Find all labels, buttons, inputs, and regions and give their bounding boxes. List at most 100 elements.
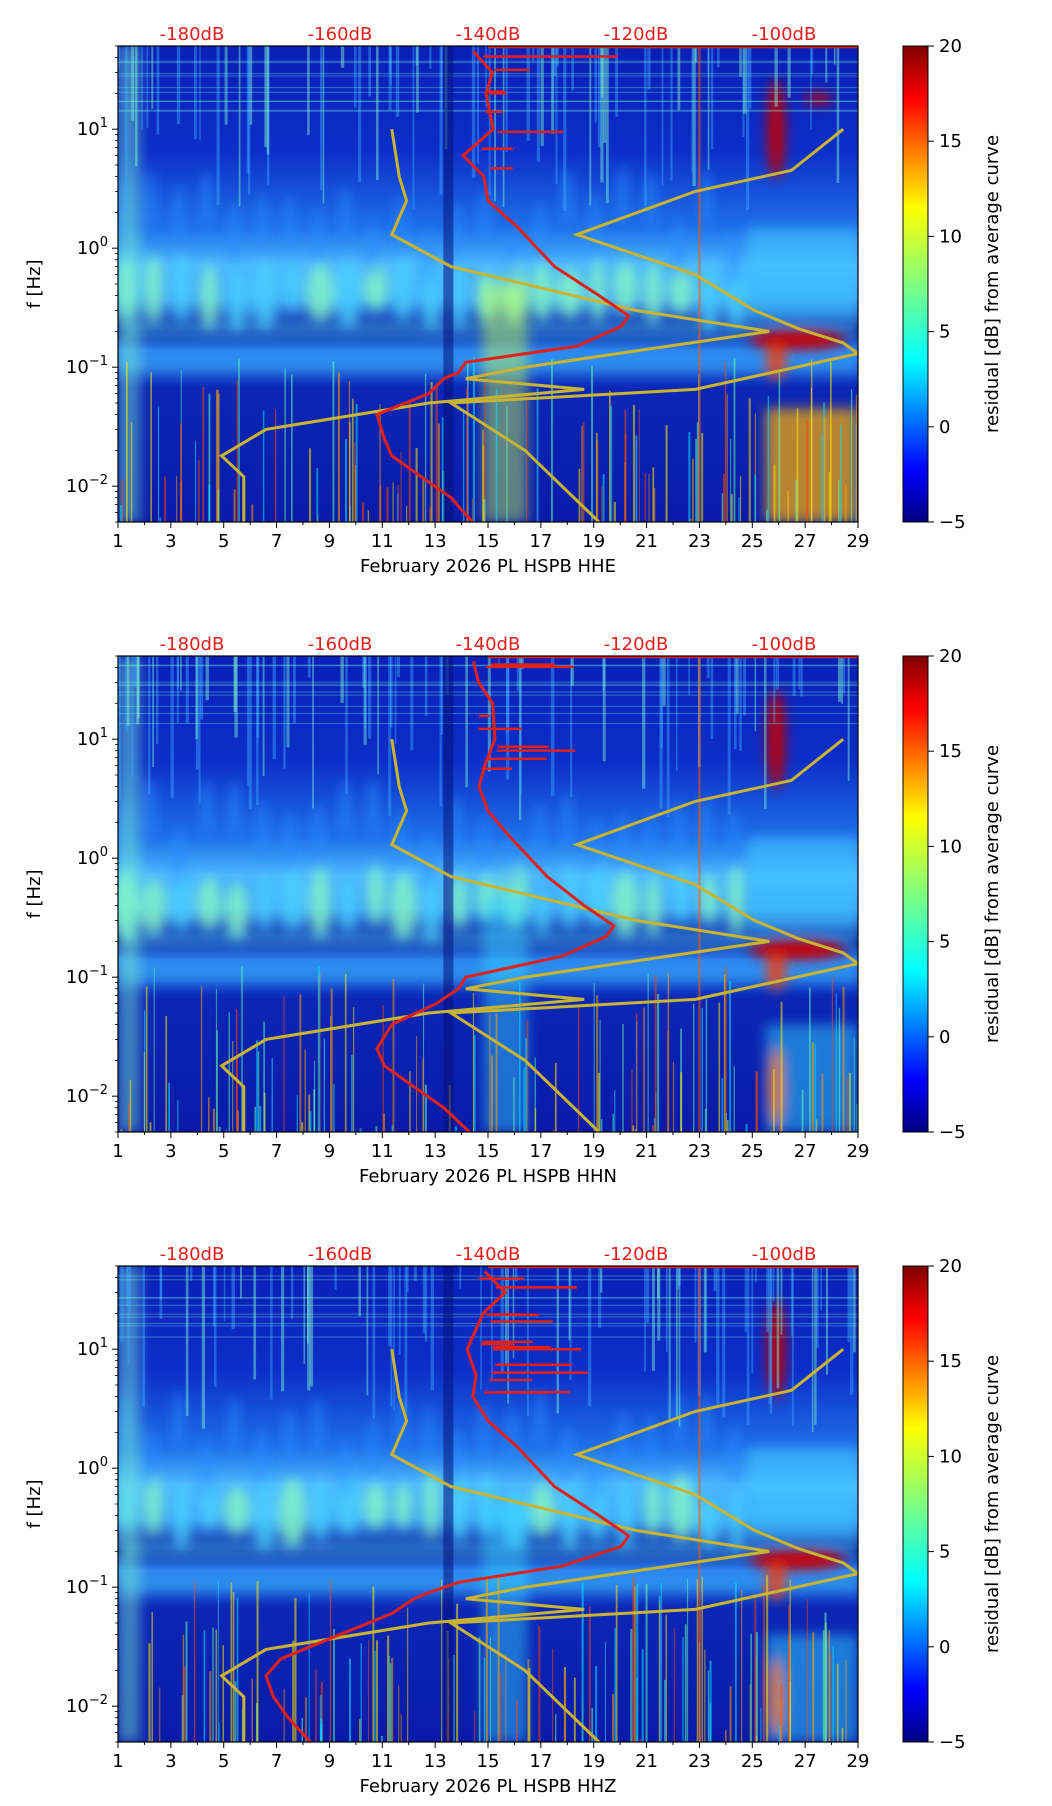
colorbar-tick-label: 20: [939, 1256, 962, 1277]
top-db-label: -120dB: [604, 24, 669, 45]
colorbar-tick-label: 20: [939, 646, 962, 667]
top-db-label: -100dB: [752, 24, 817, 45]
x-tick-label: 1: [112, 1141, 123, 1162]
colorbar-label: residual [dB] from average curve: [982, 1355, 1003, 1653]
x-tick-label: 13: [424, 531, 447, 552]
x-tick-label: 19: [582, 1141, 605, 1162]
y-tick-label: 101: [77, 116, 108, 140]
y-tick-label: 10−2: [66, 473, 108, 497]
spectrogram-area: [118, 46, 858, 522]
colorbar-tick-label: −5: [939, 512, 966, 533]
x-tick-label: 25: [741, 1141, 764, 1162]
colorbar-tick-label: 10: [939, 226, 962, 247]
x-tick-label: 17: [529, 1751, 552, 1772]
x-tick-label: 9: [324, 531, 335, 552]
colorbar-tick-label: −5: [939, 1732, 966, 1753]
x-tick-label: 15: [477, 1141, 500, 1162]
x-tick-label: 29: [847, 1141, 870, 1162]
top-db-label: -160dB: [308, 634, 373, 655]
y-tick-label: 10−1: [66, 964, 108, 988]
colorbar-label: residual [dB] from average curve: [982, 135, 1003, 433]
spectrogram-area: [118, 1266, 858, 1742]
psd-curve: [375, 50, 631, 522]
colorbar-tick-label: 5: [939, 932, 950, 953]
x-tick-label: 13: [424, 1141, 447, 1162]
x-tick-label: 27: [794, 1751, 817, 1772]
top-db-label: -180dB: [160, 634, 225, 655]
colorbar-label: residual [dB] from average curve: [982, 745, 1003, 1043]
colorbar-tick-label: 5: [939, 322, 950, 343]
nlnm-curve: [219, 128, 770, 522]
top-db-label: -140dB: [456, 634, 521, 655]
x-axis-label: February 2026 PL HSPB HHE: [360, 556, 616, 577]
top-db-label: -100dB: [752, 1244, 817, 1265]
x-tick-label: 1: [112, 531, 123, 552]
x-tick-label: 5: [218, 1141, 229, 1162]
top-db-label: -180dB: [160, 1244, 225, 1265]
transient-streaks: [118, 46, 858, 522]
x-tick-label: 1: [112, 1751, 123, 1772]
storm-region: [482, 79, 858, 522]
x-tick-label: 13: [424, 1751, 447, 1772]
x-axis-label: February 2026 PL HSPB HHN: [359, 1166, 617, 1187]
colorbar-tick-label: 10: [939, 1446, 962, 1467]
x-tick-label: 23: [688, 1751, 711, 1772]
colorbar-tick-label: 0: [939, 1027, 950, 1048]
x-tick-label: 17: [529, 531, 552, 552]
x-tick-label: 7: [271, 531, 282, 552]
x-tick-label: 7: [271, 1751, 282, 1772]
transient-streaks: [118, 1266, 858, 1742]
x-tick-label: 3: [165, 1751, 176, 1772]
x-tick-label: 23: [688, 1141, 711, 1162]
y-axis-label: f [Hz]: [24, 259, 45, 308]
x-tick-label: 3: [165, 531, 176, 552]
x-tick-label: 23: [688, 531, 711, 552]
top-db-label: -160dB: [308, 24, 373, 45]
x-tick-label: 21: [635, 1141, 658, 1162]
y-tick-label: 100: [77, 1455, 108, 1479]
nhnm-curve: [446, 738, 858, 1132]
nhnm-curve: [446, 1348, 858, 1742]
y-tick-label: 10−2: [66, 1083, 108, 1107]
y-tick-label: 101: [77, 726, 108, 750]
x-axis-label: February 2026 PL HSPB HHZ: [360, 1776, 617, 1797]
top-db-label: -140dB: [456, 24, 521, 45]
x-tick-label: 29: [847, 1751, 870, 1772]
spectrogram-area: [118, 656, 858, 1132]
colorbar: [902, 1265, 929, 1743]
y-axis-label: f [Hz]: [24, 869, 45, 918]
x-tick-label: 25: [741, 531, 764, 552]
x-tick-label: 7: [271, 1141, 282, 1162]
top-db-label: -120dB: [604, 634, 669, 655]
colorbar-tick-label: 0: [939, 1637, 950, 1658]
colorbar-tick-label: −5: [939, 1122, 966, 1143]
top-db-label: -120dB: [604, 1244, 669, 1265]
x-tick-label: 27: [794, 531, 817, 552]
psd-curve: [375, 661, 616, 1132]
x-tick-label: 25: [741, 1751, 764, 1772]
top-db-label: -100dB: [752, 634, 817, 655]
x-tick-label: 21: [635, 531, 658, 552]
x-tick-label: 3: [165, 1141, 176, 1162]
colorbar-tick-label: 15: [939, 1351, 962, 1372]
y-tick-label: 10−1: [66, 354, 108, 378]
colorbar-tick-label: 20: [939, 36, 962, 57]
psd-curve: [264, 1270, 631, 1742]
top-db-label: -160dB: [308, 1244, 373, 1265]
psd-spikes: [478, 663, 576, 770]
y-tick-label: 100: [77, 845, 108, 869]
x-tick-label: 11: [371, 1141, 394, 1162]
colorbar-tick-label: 10: [939, 836, 962, 857]
x-tick-label: 15: [477, 1751, 500, 1772]
nlnm-curve: [219, 738, 770, 1132]
transient-streaks: [118, 656, 858, 1132]
x-tick-label: 29: [847, 531, 870, 552]
x-tick-label: 11: [371, 531, 394, 552]
x-tick-label: 15: [477, 531, 500, 552]
x-tick-label: 17: [529, 1141, 552, 1162]
nhnm-curve: [446, 128, 858, 522]
colorbar-tick-label: 15: [939, 741, 962, 762]
